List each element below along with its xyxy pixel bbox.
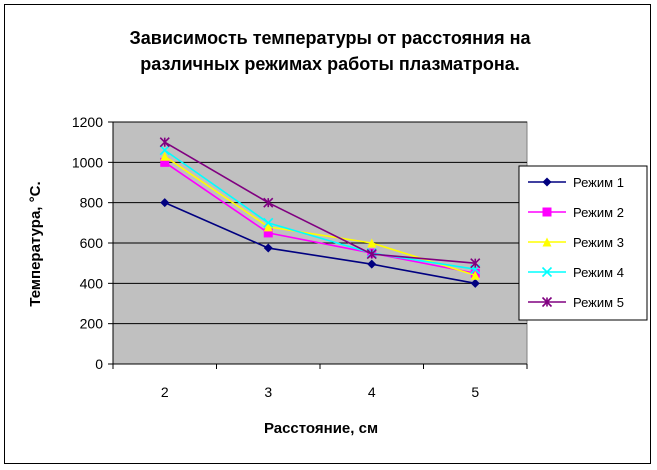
series-2-point-2 [160, 157, 170, 167]
series-1-point-3 [263, 243, 273, 253]
x-tick-label-2: 2 [161, 384, 169, 400]
series-3-point-3 [263, 222, 273, 232]
series-2-point-3 [263, 228, 273, 238]
series-5-point-2 [159, 137, 170, 148]
legend-entry-2: Режим 2 [528, 205, 624, 220]
y-tick-label-1000: 1000 [72, 154, 103, 170]
series-3-point-4 [367, 238, 377, 248]
x-axis-label: Расстояние, см [264, 420, 378, 437]
y-tick-label-600: 600 [80, 235, 104, 251]
legend-label-3: Режим 3 [573, 235, 624, 250]
legend-entry-3: Режим 3 [528, 235, 624, 250]
series-5-point-4 [366, 249, 377, 260]
legend-swatch-marker-4 [541, 266, 553, 278]
y-tick-label-200: 200 [80, 316, 104, 332]
legend-label-1: Режим 1 [573, 175, 624, 190]
series-1-line [164, 201, 476, 285]
legend-swatch-marker-1 [542, 177, 552, 187]
series-4-line [164, 149, 476, 271]
y-tick-label-800: 800 [80, 195, 104, 211]
y-tick-label-0: 0 [95, 356, 103, 372]
legend-label-4: Режим 4 [573, 265, 624, 280]
chart-title-line-2: различных режимах работы плазматрона. [140, 54, 520, 74]
series-3-point-2 [160, 151, 170, 161]
series-layer [159, 137, 481, 288]
series-2-line [164, 161, 476, 275]
series-5 [159, 137, 481, 269]
series-4-point-3 [263, 217, 274, 228]
legend-entry-1: Режим 1 [528, 175, 624, 190]
legend-entry-4: Режим 4 [528, 265, 624, 280]
series-4-point-2 [159, 145, 170, 156]
y-tick-label-400: 400 [80, 275, 104, 291]
series-1-point-2 [160, 198, 170, 208]
series-5-point-5 [470, 258, 481, 269]
chart-title-line-1: Зависимость температуры от расстояния на [130, 28, 532, 48]
series-3-point-5 [470, 270, 480, 280]
series-1 [160, 198, 480, 288]
legend-box [518, 165, 648, 321]
legend-entry-5: Режим 5 [528, 295, 624, 310]
series-1-point-5 [470, 278, 480, 288]
legend: Режим 1 Режим 2 Режим 3 Режим 4 Режим 5 [518, 165, 648, 321]
legend-label-5: Режим 5 [573, 295, 624, 310]
x-tick-label-3: 3 [264, 384, 272, 400]
series-1-point-4 [367, 259, 377, 269]
legend-label-2: Режим 2 [573, 205, 624, 220]
x-tick-label-5: 5 [471, 384, 479, 400]
series-5-point-3 [263, 197, 274, 208]
x-tick-label-4: 4 [368, 384, 376, 400]
y-tick-label-1200: 1200 [72, 114, 103, 130]
legend-swatch-marker-3 [542, 237, 552, 247]
y-axis-label: Температура, °С. [27, 181, 44, 306]
axes: 0 200 400 600 800 1000 1200 2 3 4 5 [72, 114, 528, 400]
legend-swatch-marker-2 [542, 207, 552, 217]
legend-swatch-marker-5 [541, 296, 553, 308]
series-5-line [164, 141, 476, 264]
